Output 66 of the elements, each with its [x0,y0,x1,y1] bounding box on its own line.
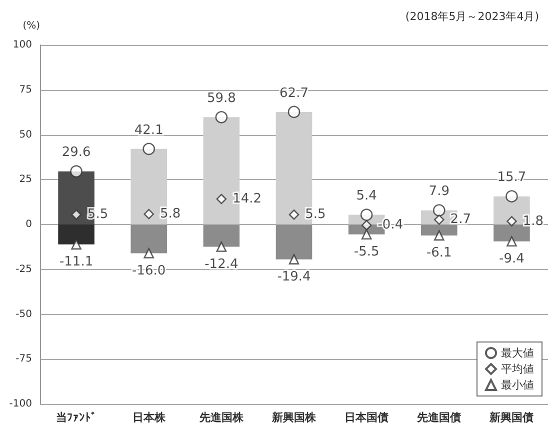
point [288,209,300,220]
legend-label: 最大値 [501,346,534,360]
data-label: 1.8 [522,214,544,229]
point [71,239,82,250]
x-tick-label: 日本株 [132,411,166,424]
data-label: -11.1 [59,254,94,270]
x-tick-label: 先進国債 [416,411,462,424]
x-tick-label: 日本国債 [344,411,389,424]
data-label: 7.9 [428,184,450,200]
data-label: -12.4 [204,256,238,272]
point [288,106,300,118]
x-tick-label: 当ﾌｧﾝﾄﾞ [56,411,97,424]
bar [494,224,530,242]
bar [130,224,167,254]
y-tick-label: 75 [19,84,32,96]
y-tick-label: -25 [16,264,32,275]
point [434,230,444,241]
data-label: -9.4 [499,252,524,267]
y-tick-label: 25 [19,174,32,186]
data-label: -0.4 [378,218,404,233]
x-tick-label: 新興国株 [271,411,317,424]
legend-label: 平均値 [501,362,534,376]
y-tick-label: 0 [26,219,32,230]
data-label: -6.1 [426,246,452,261]
y-tick-label: -100 [9,398,32,410]
data-label: 29.6 [62,145,91,160]
point [506,190,518,202]
point [144,208,154,220]
data-label: 15.7 [497,170,526,186]
point [361,220,372,230]
point [142,142,156,156]
bar [203,224,240,247]
point [70,165,82,178]
bar [421,224,458,236]
data-label: 2.7 [450,212,471,228]
data-label: 5.8 [160,206,181,222]
data-label: 5.4 [356,188,377,204]
data-label: -19.4 [277,269,311,284]
y-tick-label: -75 [16,354,32,365]
data-label: -5.5 [354,244,380,260]
data-label: 59.8 [206,91,236,106]
data-label: 62.7 [280,86,308,101]
point [216,194,227,204]
point [506,216,517,226]
point [215,111,228,124]
data-label: -16.0 [132,263,166,278]
point [360,208,373,221]
point [216,242,227,252]
point [433,204,446,216]
point [506,236,517,247]
y-axis-title: (%) [22,20,40,32]
point [71,209,82,220]
point [288,254,300,264]
chart-subtitle: (2018年5月～2023年4月) [405,10,540,23]
data-label: 5.5 [305,207,326,222]
legend-label: 最小値 [501,378,534,392]
y-tick-label: 50 [19,129,32,140]
x-tick-label: 新興国債 [488,411,534,424]
y-tick-label: 100 [12,40,32,50]
point [144,248,154,258]
y-tick-label: -50 [16,308,32,320]
data-label: 42.1 [134,122,164,138]
bar [276,224,312,260]
x-tick-label: 先進国株 [198,411,244,424]
point [361,229,372,240]
data-label: 14.2 [232,192,262,207]
